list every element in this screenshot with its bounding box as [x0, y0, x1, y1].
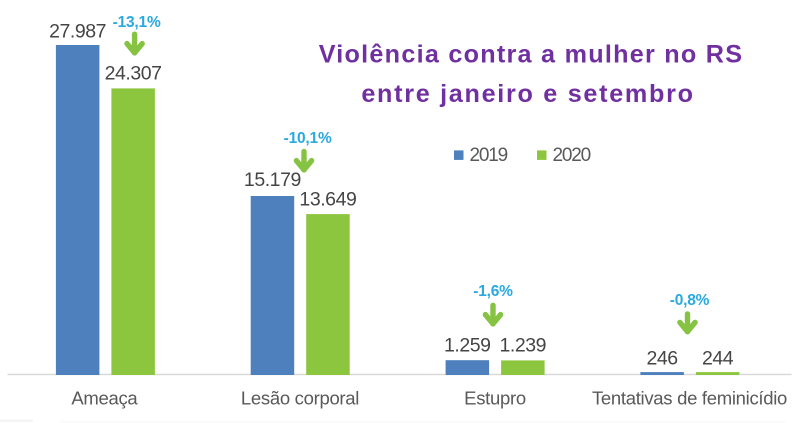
svg-text:15.179: 15.179 — [244, 169, 301, 191]
svg-text:244: 244 — [702, 348, 734, 370]
svg-text:Tentativas de feminicídio: Tentativas de feminicídio — [592, 388, 787, 409]
svg-text:entre janeiro e setembro: entre janeiro e setembro — [361, 80, 694, 108]
svg-text:24.307: 24.307 — [105, 63, 162, 85]
svg-text:1.239: 1.239 — [500, 335, 547, 357]
svg-text:1.259: 1.259 — [444, 334, 491, 356]
svg-text:Lesão corporal: Lesão corporal — [241, 388, 359, 409]
svg-text:-10,1%: -10,1% — [284, 130, 332, 147]
svg-text:2019: 2019 — [470, 145, 508, 166]
svg-text:246: 246 — [647, 348, 678, 370]
svg-text:Ameaça: Ameaça — [71, 388, 138, 409]
svg-text:13.649: 13.649 — [299, 189, 356, 211]
svg-text:Violência contra a mulher no R: Violência contra a mulher no RS — [319, 41, 744, 69]
svg-text:2020: 2020 — [553, 145, 591, 166]
svg-text:-0,8%: -0,8% — [670, 292, 710, 309]
svg-text:-1,6%: -1,6% — [473, 283, 513, 300]
svg-text:27.987: 27.987 — [49, 21, 106, 43]
svg-text:Estupro: Estupro — [464, 388, 526, 409]
svg-text:-13,1%: -13,1% — [113, 14, 161, 31]
